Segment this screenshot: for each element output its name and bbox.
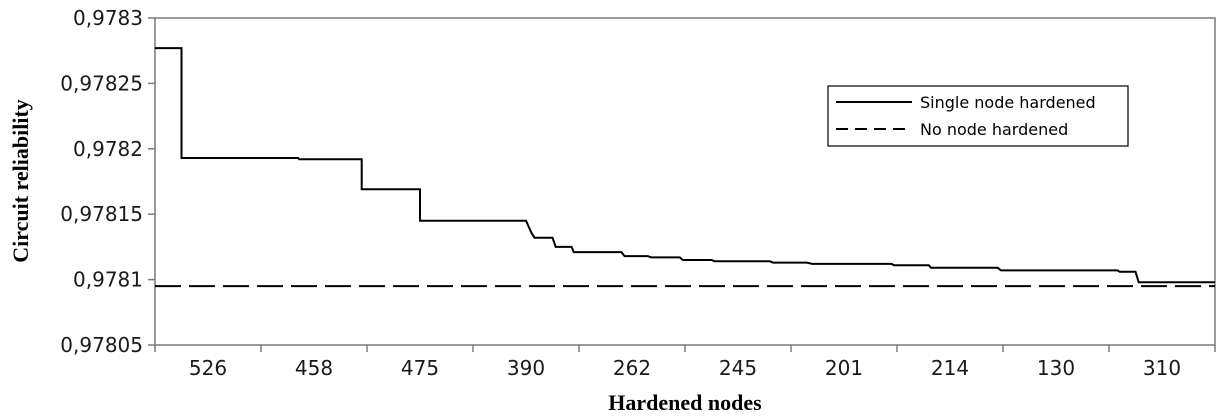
x-tick-label: 201 xyxy=(825,356,863,380)
y-tick-label: 0,97805 xyxy=(60,333,143,357)
legend: Single node hardened No node hardened xyxy=(827,85,1129,147)
x-tick-label: 310 xyxy=(1143,356,1181,380)
x-tick-label: 262 xyxy=(613,356,651,380)
x-tick-label: 245 xyxy=(719,356,757,380)
y-tick-label: 0,9782 xyxy=(73,137,143,161)
x-axis-title: Hardened nodes xyxy=(608,390,762,415)
x-tick-label: 130 xyxy=(1037,356,1075,380)
y-axis: 0,97805 0,9781 0,97815 0,9782 0,97825 0,9783 xyxy=(60,6,155,357)
y-tick-label: 0,9781 xyxy=(73,268,143,292)
y-axis-title: Circuit reliability xyxy=(8,99,33,263)
series-line-single-node-hardened xyxy=(155,47,1215,284)
y-tick-label: 0,9783 xyxy=(73,6,143,30)
legend-box xyxy=(827,85,1129,147)
y-tick-label: 0,97815 xyxy=(60,202,143,226)
legend-label-single-node: Single node hardened xyxy=(920,93,1096,112)
x-axis: 526 458 475 390 262 245 201 214 130 310 xyxy=(154,345,1216,380)
x-tick-label: 526 xyxy=(189,356,227,380)
x-tick-label: 214 xyxy=(931,356,969,380)
plot-area-border xyxy=(154,17,1216,346)
series-layer xyxy=(155,47,1215,288)
y-tick-label: 0,97825 xyxy=(60,71,143,95)
legend-label-no-node: No node hardened xyxy=(920,120,1068,139)
x-tick-label: 390 xyxy=(507,356,545,380)
x-tick-label: 458 xyxy=(295,356,333,380)
x-tick-label: 475 xyxy=(401,356,439,380)
